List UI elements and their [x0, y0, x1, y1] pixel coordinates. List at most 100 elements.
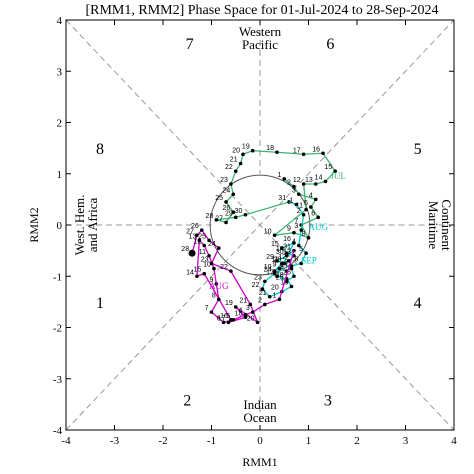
day-point: [209, 261, 214, 266]
day-point: [197, 238, 202, 243]
y-axis-label: RMM2: [27, 207, 41, 242]
day-label: 31: [283, 244, 291, 251]
y-tick-label: -1: [53, 271, 62, 283]
day-label: 9: [272, 262, 276, 269]
day-point: [292, 230, 296, 235]
region-label-left: West. Hem. and Africa: [72, 195, 100, 256]
day-label: 28: [181, 246, 189, 253]
day-label: 17: [293, 147, 301, 154]
day-label: 25: [276, 274, 284, 281]
day-point: [202, 271, 207, 276]
day-label: 4: [239, 308, 243, 315]
day-label: 21: [230, 157, 238, 164]
x-tick-label: -2: [158, 435, 167, 447]
day-label: 11: [296, 203, 303, 210]
day-point: [301, 212, 306, 217]
svg-text:Ocean: Ocean: [243, 410, 277, 425]
day-point: [289, 266, 294, 271]
day-label: 19: [242, 144, 250, 151]
day-point: [292, 241, 296, 245]
day-point: [241, 152, 245, 157]
svg-text:and Africa: and Africa: [85, 198, 100, 253]
day-point: [275, 150, 279, 155]
day-point: [233, 215, 238, 220]
x-tick-label: 0: [257, 435, 263, 447]
day-label: 2: [258, 297, 262, 304]
month-labels: JUL AUG SEP AUG: [209, 171, 346, 291]
day-point: [280, 246, 284, 250]
day-point: [316, 215, 321, 220]
day-label: 13: [305, 177, 313, 184]
day-label: 24: [264, 267, 272, 274]
day-point: [250, 148, 255, 153]
day-label: 19: [225, 300, 233, 307]
day-label: 30: [235, 208, 243, 215]
chart-title: [RMM1, RMM2] Phase Space for 01-Jul-2024…: [85, 3, 438, 18]
day-point: [263, 279, 267, 284]
day-point: [294, 202, 299, 207]
day-label: 20: [232, 147, 240, 154]
day-label: 11: [199, 249, 206, 256]
day-label: 24: [223, 187, 231, 194]
y-tick-label: 4: [57, 15, 63, 27]
day-point: [267, 294, 272, 299]
svg-text:Maritime: Maritime: [426, 201, 441, 250]
phase-number: 4: [414, 295, 422, 312]
phase-number: 3: [324, 392, 332, 409]
day-label: 9: [287, 226, 291, 233]
x-tick-label: 1: [306, 435, 312, 447]
day-label: 20: [247, 315, 255, 322]
day-point: [299, 261, 304, 266]
day-point: [333, 169, 337, 173]
day-point: [282, 261, 287, 266]
day-label: 6: [217, 315, 221, 322]
day-point: [248, 302, 253, 307]
y-tick-label: -2: [53, 323, 62, 335]
day-point: [301, 182, 306, 186]
y-tick-label: 2: [57, 118, 63, 130]
day-label: 23: [220, 177, 228, 184]
svg-text:Continent: Continent: [439, 199, 454, 251]
x-tick-label: -1: [207, 435, 216, 447]
day-point: [301, 152, 306, 157]
day-point: [226, 320, 231, 325]
day-point: [304, 251, 308, 255]
phase-divider-lines: [65, 19, 455, 431]
phase-number: 6: [326, 36, 334, 53]
day-point: [275, 259, 279, 263]
day-label: 9: [209, 277, 213, 284]
day-label: 10: [264, 228, 272, 235]
day-point: [229, 318, 233, 322]
day-point: [250, 310, 255, 314]
day-label: 14: [276, 246, 284, 253]
day-label: 16: [312, 146, 320, 153]
day-label: 5: [304, 200, 308, 207]
day-point: [306, 236, 311, 240]
day-label: 13: [189, 233, 197, 240]
day-point: [323, 179, 328, 184]
day-point: [243, 212, 248, 217]
day-point: [243, 312, 248, 317]
day-label: 26: [191, 223, 199, 230]
day-point: [304, 207, 308, 212]
day-point: [229, 269, 233, 273]
day-label: 15: [193, 267, 201, 274]
day-label: 18: [276, 272, 284, 279]
day-label: 8: [212, 292, 216, 299]
day-point: [284, 253, 289, 258]
day-label: 4: [309, 192, 313, 199]
svg-text:West. Hem.: West. Hem.: [72, 195, 87, 256]
day-point: [202, 243, 207, 248]
day-label: 21: [259, 290, 267, 297]
y-tick-label: -4: [53, 425, 63, 437]
day-point: [277, 266, 282, 271]
day-point: [195, 233, 199, 238]
day-label: 1: [277, 172, 281, 179]
day-label: 2: [297, 208, 301, 215]
region-label-right: Maritime Continent: [426, 199, 454, 251]
day-label: 24: [208, 241, 216, 248]
start-point-marker: [188, 249, 196, 257]
day-point: [214, 282, 219, 286]
